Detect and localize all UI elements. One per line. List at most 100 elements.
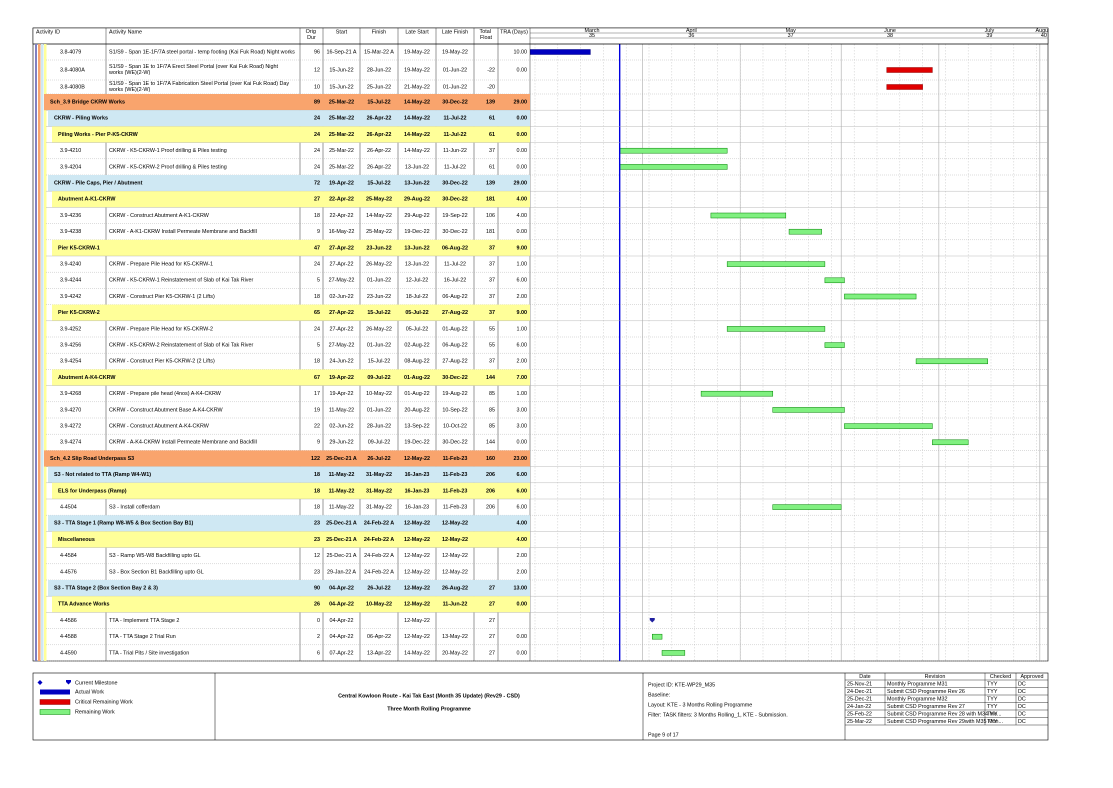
rev-header: Approved bbox=[1020, 674, 1043, 680]
cell-start: 19-Apr-22 bbox=[330, 391, 354, 397]
rev-header: Date bbox=[859, 674, 870, 680]
rev-cell: TYY bbox=[987, 719, 998, 725]
cell-late-finish: 11-Jul-22 bbox=[443, 132, 466, 138]
cell-late-start: 13-Sep-22 bbox=[404, 424, 429, 430]
wbs-name: CKRW - Pile Caps, Pier / Abutment bbox=[54, 181, 143, 187]
activity-id: 3.9-4210 bbox=[60, 148, 81, 154]
cell-late-finish: 06-Aug-22 bbox=[442, 343, 467, 349]
cell-float: 206 bbox=[486, 472, 495, 478]
cell-finish: 25-May-22 bbox=[366, 229, 392, 235]
rev-cell: DC bbox=[1018, 719, 1026, 725]
rev-cell: TYY bbox=[987, 696, 998, 702]
remaining-bar bbox=[726, 326, 826, 332]
cell-late-start: 21-May-22 bbox=[404, 84, 430, 90]
remaining-bar bbox=[700, 390, 774, 397]
remaining-bar bbox=[652, 633, 663, 640]
month-label: March bbox=[585, 28, 600, 34]
cell-dur: 24 bbox=[314, 148, 320, 154]
cell-finish: 15-Mar-22 A bbox=[364, 49, 394, 55]
cell-float: 85 bbox=[489, 424, 495, 430]
cell-tra: 0.00 bbox=[517, 148, 528, 154]
cell-dur: 18 bbox=[314, 472, 320, 478]
month-label: July bbox=[985, 28, 995, 34]
activity-name: CKRW - Prepare Pile Head for K5-CKRW-2 bbox=[109, 326, 213, 332]
wbs-name: CKRW - Piling Works bbox=[54, 116, 108, 122]
cell-float: 181 bbox=[486, 229, 495, 235]
cell-late-start: 01-Aug-22 bbox=[404, 375, 430, 381]
cell-late-start: 14-May-22 bbox=[404, 132, 430, 138]
cell-tra: 0.00 bbox=[517, 116, 528, 122]
activity-name: CKRW - Construct Pier K5-CKRW-1 (2 Lifts… bbox=[109, 294, 215, 300]
column-header: Start bbox=[336, 29, 348, 35]
cell-dur: 9 bbox=[317, 440, 320, 446]
cell-dur: 23 bbox=[314, 521, 320, 527]
month-label: May bbox=[786, 28, 796, 34]
cell-dur: 18 bbox=[314, 359, 320, 365]
cell-float: 37 bbox=[489, 262, 495, 268]
activity-name: CKRW - A-K4-CKRW Install Permeate Membra… bbox=[109, 440, 257, 446]
cell-late-finish: 10-Oct-22 bbox=[443, 424, 467, 430]
cell-tra: 0.00 bbox=[517, 132, 528, 138]
outline-stripe bbox=[41, 44, 44, 661]
cell-start: 07-Apr-22 bbox=[330, 650, 354, 656]
activity-id: 3.9-4240 bbox=[60, 262, 81, 268]
cell-late-start: 16-Jan-23 bbox=[405, 505, 429, 511]
cell-finish: 26-Jul-22 bbox=[367, 456, 390, 462]
cell-tra: 0.00 bbox=[517, 634, 528, 640]
cell-start: 22-Apr-22 bbox=[329, 197, 354, 203]
cell-finish: 13-Apr-22 bbox=[367, 650, 391, 656]
rev-cell: 24-Dec-21 bbox=[847, 689, 872, 695]
cell-late-start: 08-Aug-22 bbox=[404, 359, 429, 365]
cell-start: 24-Jun-22 bbox=[329, 359, 353, 365]
footer-info: Filter: TASK filters: 3 Months Rolling_1… bbox=[648, 712, 788, 718]
cell-float: 37 bbox=[489, 245, 495, 251]
cell-late-start: 12-May-22 bbox=[404, 537, 430, 543]
activity-name: CKRW - Construct Abutment A-K4-CKRW bbox=[109, 424, 210, 430]
cell-late-finish: 01-Jun-22 bbox=[443, 67, 467, 73]
wbs-name: Pier K5-CKRW-1 bbox=[58, 245, 100, 251]
rev-cell: DC bbox=[1018, 696, 1026, 702]
cell-dur: 18 bbox=[314, 505, 320, 511]
cell-finish: 09-Jul-22 bbox=[368, 440, 390, 446]
cell-start: 27-May-22 bbox=[329, 343, 355, 349]
cell-float: 85 bbox=[489, 407, 495, 413]
cell-late-start: 16-Jan-23 bbox=[405, 488, 430, 494]
cell-start: 25-Dec-21 A bbox=[327, 553, 357, 559]
cell-finish: 06-Apr-22 bbox=[367, 634, 391, 640]
cell-finish: 24-Feb-22 A bbox=[364, 553, 394, 559]
cell-dur: 19 bbox=[314, 407, 320, 413]
cell-late-finish: 11-Feb-23 bbox=[443, 472, 468, 478]
cell-late-start: 19-May-22 bbox=[404, 67, 430, 73]
cell-float: 55 bbox=[489, 343, 495, 349]
cell-start: 25-Dec-21 A bbox=[326, 537, 357, 543]
cell-dur: 72 bbox=[314, 181, 320, 187]
wbs-name: TTA Advance Works bbox=[58, 602, 110, 608]
activity-id: 3.9-4236 bbox=[60, 213, 81, 219]
period-label: 36 bbox=[688, 33, 694, 39]
cell-float: 61 bbox=[489, 164, 495, 170]
cell-late-start: 14-May-22 bbox=[404, 650, 430, 656]
wbs-name: ELS for Underpass (Ramp) bbox=[58, 488, 127, 494]
activity-id: 3.9-4272 bbox=[60, 424, 81, 430]
cell-late-finish: 12-May-22 bbox=[442, 521, 468, 527]
activity-id: 3.9-4268 bbox=[60, 391, 81, 397]
remaining-bar bbox=[844, 423, 933, 429]
footer-info: Baseline: bbox=[648, 692, 670, 698]
cell-tra: 2.00 bbox=[517, 553, 528, 559]
cell-dur: 122 bbox=[311, 456, 320, 462]
activity-name: CKRW - K5-CKRW-2 Reinstatement of Slab o… bbox=[109, 343, 254, 349]
activity-name: CKRW - Construct Abutment Base A-K4-CKRW bbox=[109, 407, 224, 413]
activity-name: CKRW - Construct Abutment A-K1-CKRW bbox=[109, 213, 210, 219]
cell-late-finish: 12-May-22 bbox=[442, 553, 468, 559]
cell-late-finish: 30-Dec-22 bbox=[442, 100, 467, 106]
cell-late-finish: 11-Feb-23 bbox=[443, 488, 468, 494]
footer-info: Project ID: KTE-WP29_M35 bbox=[648, 682, 715, 688]
cell-dur: 18 bbox=[314, 294, 320, 300]
cell-tra: 6.00 bbox=[517, 278, 528, 284]
cell-late-finish: 01-Aug-22 bbox=[442, 326, 467, 332]
wbs-band bbox=[44, 94, 530, 111]
cell-dur: 18 bbox=[314, 213, 320, 219]
cell-finish: 25-Jun-22 bbox=[367, 84, 391, 90]
wbs-band bbox=[48, 175, 530, 192]
period-label: 40 bbox=[1041, 33, 1047, 39]
